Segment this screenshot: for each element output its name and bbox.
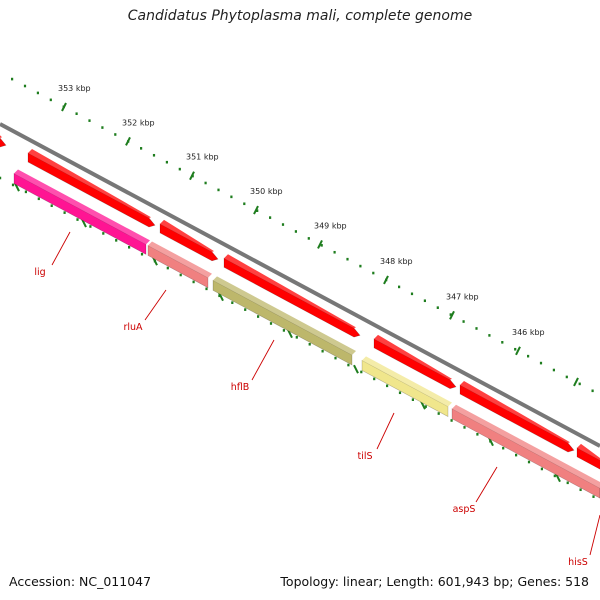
gene-track [13,169,600,499]
scale-major-tick [573,377,579,387]
inner-ruler-tick [353,364,359,374]
inner-ruler-ticks [0,176,595,498]
scale-tick-label: 346 kbp [512,328,545,337]
scale-major-tick [317,240,323,249]
forward-cds-block [576,443,600,470]
inner-ruler-tick [555,473,561,483]
gene-rluA [147,241,212,289]
inner-ruler-tick [218,292,224,302]
scale-tick-label: 351 kbp [186,153,219,162]
map-title: Candidatus Phytoplasma mali, complete ge… [127,8,473,24]
forward-cds-block [27,149,156,228]
scale-major-tick [515,346,521,356]
scale-tick-label: 347 kbp [446,292,479,301]
forward-cds-track [0,135,600,470]
gene-leader-line [251,339,275,381]
gene-leader-line [144,289,167,321]
forward-cds-block [159,219,219,262]
inner-ruler-tick [14,182,20,192]
gene-label-rluA: rluA [123,322,143,333]
inner-ruler-tick [287,329,293,339]
gene-leader-line [376,412,395,450]
scale-minor-ticks [11,77,594,393]
gene-leader-line [589,514,600,556]
forward-cds-block [373,334,457,389]
inner-ruler-tick [488,437,494,447]
scale-tick-label: 350 kbp [250,187,283,196]
gene-labels: lig rluA hflB tilS aspS hisS [34,267,587,568]
scale-labels: 353 kbp 352 kbp 351 kbp 350 kbp 349 kbp 348 k… [58,84,545,337]
scale-tick-label: 349 kbp [314,221,347,230]
scale-major-tick [449,310,455,320]
gene-lig [13,169,150,255]
gene-label-tilS: tilS [357,451,372,462]
scale-major-tick [189,171,195,181]
genome-summary: Topology: linear; Length: 601,943 bp; Ge… [280,574,589,589]
scale-major-ticks [61,102,579,387]
gene-label-hisS: hisS [568,557,588,568]
gene-label-aspS: aspS [453,504,476,515]
inner-ruler-tick [81,218,87,228]
scale-tick-label: 348 kbp [380,257,413,266]
scale-major-tick [383,275,389,285]
inner-ruler-tick [420,400,426,410]
gene-label-leaders [51,231,600,556]
gene-leader-line [51,231,71,266]
gene-leader-line [475,466,498,503]
gene-label-lig: lig [34,267,45,278]
gene-aspS [451,404,600,499]
scale-major-tick [125,136,131,146]
genome-backbone [0,122,600,448]
gene-label-hflB: hflB [231,382,250,393]
forward-cds-block [223,254,361,338]
inner-ruler-tick [152,256,158,266]
forward-cds-block [0,135,7,148]
scale-major-tick [253,205,259,215]
gene-hflB [212,276,356,366]
scale-tick-label: 352 kbp [122,118,155,127]
scale-tick-label: 353 kbp [58,84,91,93]
scale-major-tick [61,102,67,112]
forward-cds-block [459,381,575,453]
gene-tilS [361,356,452,418]
accession-label: Accession: NC_011047 [9,574,152,589]
